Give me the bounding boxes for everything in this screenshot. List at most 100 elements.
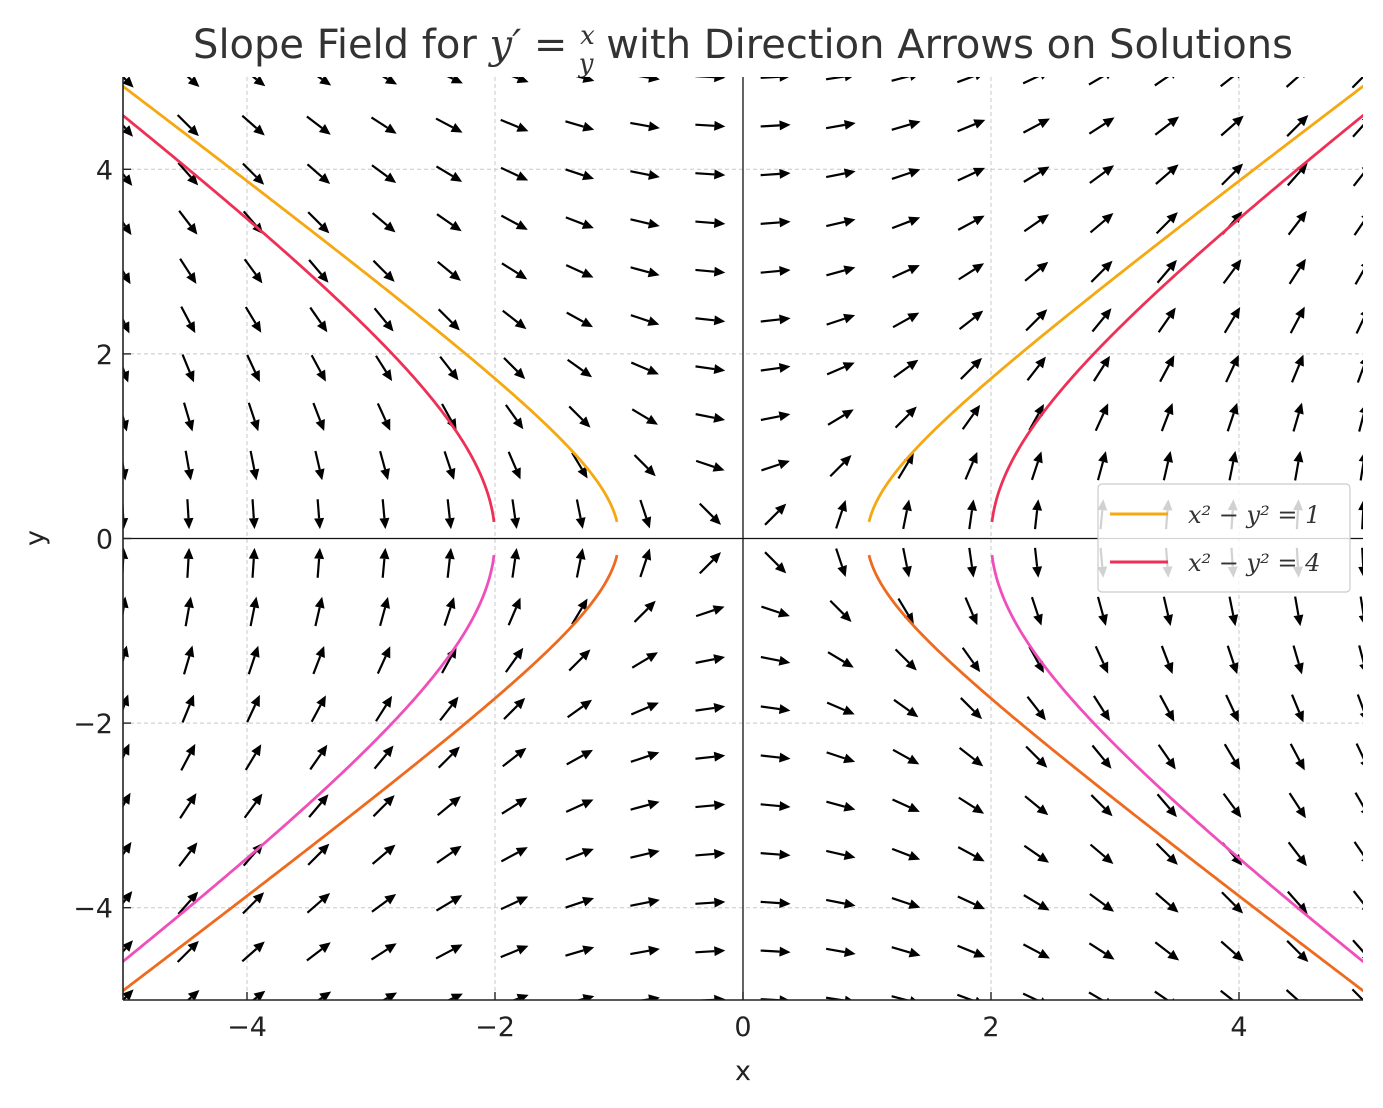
arrow-head	[843, 313, 856, 324]
slope-arrow	[1023, 166, 1050, 183]
arrow-head	[185, 694, 195, 707]
slope-arrow	[630, 170, 660, 180]
slope-arrow	[1089, 165, 1115, 184]
arrow-head	[843, 898, 856, 909]
slope-arrow	[181, 354, 195, 383]
arrow-shaft	[695, 77, 715, 79]
arrow-shaft	[1162, 596, 1170, 616]
slope-arrow	[1159, 355, 1175, 383]
arrow-shaft	[695, 413, 715, 419]
arrow-head	[1101, 213, 1114, 224]
arrow-head	[314, 517, 325, 530]
arrow-head	[906, 359, 919, 371]
arrow-shaft	[1356, 365, 1363, 383]
slope-arrow	[1089, 213, 1114, 234]
slope-arrow	[310, 695, 326, 723]
slope-arrow	[184, 596, 194, 627]
arrow-shaft	[1154, 990, 1170, 1000]
y-tick-label: −4	[73, 894, 113, 925]
arrow-shaft	[1220, 989, 1235, 1000]
slope-arrow	[695, 946, 726, 957]
slope-arrow	[566, 699, 593, 719]
slope-arrow	[184, 450, 194, 481]
slope-arrow	[247, 402, 260, 432]
arrow-shaft	[571, 607, 583, 625]
arrow-shaft	[1352, 939, 1363, 954]
slope-arrow	[960, 697, 983, 720]
arrow-head	[384, 893, 397, 905]
arrow-head	[581, 268, 594, 278]
arrow-shaft	[1023, 171, 1041, 183]
arrow-shaft	[1221, 170, 1237, 186]
slope-arrow	[444, 499, 455, 530]
arrow-shaft	[1359, 461, 1363, 481]
slope-arrow	[1353, 215, 1363, 236]
slope-arrow	[1293, 450, 1304, 481]
legend-label: x² − y² = 1	[1188, 501, 1320, 529]
arrow-shaft	[760, 949, 780, 953]
arrow-head	[318, 843, 330, 855]
arrow-shaft	[1096, 461, 1105, 481]
slope-arrow	[565, 216, 594, 229]
arrow-head	[713, 412, 726, 423]
arrow-head	[381, 646, 391, 659]
arrow-head	[184, 596, 194, 609]
arrow-shaft	[1154, 77, 1170, 87]
arrow-shaft	[760, 366, 780, 372]
arrow-head	[450, 895, 463, 906]
slope-arrow	[443, 451, 456, 480]
slope-arrow	[1286, 114, 1309, 137]
arrow-head	[1358, 454, 1363, 462]
y-tick-label: 2	[96, 340, 113, 371]
arrow-head	[840, 610, 852, 622]
arrow-shaft	[826, 800, 846, 808]
arrow-shaft	[630, 218, 650, 225]
arrow-head	[646, 365, 659, 375]
arrow-head	[1037, 214, 1050, 225]
arrow-shaft	[1226, 645, 1235, 665]
slope-arrow	[894, 406, 917, 429]
slope-arrow	[500, 118, 529, 132]
arrow-shaft	[371, 850, 388, 865]
arrow-shaft	[958, 268, 976, 281]
arrow-shaft	[1288, 267, 1301, 285]
slope-arrow	[825, 119, 856, 130]
arrow-shaft	[1026, 696, 1041, 713]
slope-arrow	[630, 314, 660, 326]
arrow-head	[185, 743, 196, 756]
arrow-head	[970, 707, 983, 720]
slope-arrow	[891, 847, 921, 861]
arrow-shaft	[891, 77, 911, 82]
arrow-shaft	[309, 753, 322, 771]
arrow-shaft	[695, 852, 715, 857]
arrow-shaft	[1220, 77, 1235, 88]
arrow-shaft	[371, 212, 388, 227]
slope-arrow	[1024, 795, 1049, 816]
slope-arrow	[1291, 694, 1304, 723]
slope-arrow	[249, 450, 260, 481]
arrow-head	[1228, 402, 1239, 415]
arrow-head	[581, 848, 594, 858]
arrow-shaft	[1352, 123, 1363, 138]
slope-arrow	[1221, 891, 1244, 914]
arrow-shaft	[180, 753, 192, 771]
arrow-head	[450, 123, 463, 133]
slope-arrow	[1022, 943, 1050, 959]
arrow-shaft	[892, 748, 911, 761]
slope-arrow	[829, 599, 852, 622]
solution-curve	[990, 113, 1363, 523]
arrow-head	[123, 841, 132, 854]
arrow-shaft	[1091, 316, 1106, 333]
arrow-head	[842, 705, 855, 715]
arrow-shaft	[1092, 695, 1106, 713]
arrow-head	[1294, 402, 1304, 415]
arrow-shaft	[698, 559, 714, 575]
slope-arrow	[176, 940, 199, 963]
arrow-shaft	[695, 609, 715, 618]
arrow-head	[449, 796, 461, 808]
arrow-head	[123, 596, 129, 609]
arrow-shaft	[894, 413, 910, 429]
arrow-shaft	[181, 704, 191, 723]
arrow-head	[902, 499, 912, 512]
arrow-shaft	[1355, 743, 1363, 760]
